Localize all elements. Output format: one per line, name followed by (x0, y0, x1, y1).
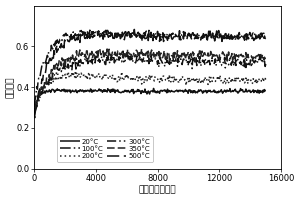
Legend: 20°C, 100°C, 200°C, 300°C, 350°C, 500°C: 20°C, 100°C, 200°C, 300°C, 350°C, 500°C (57, 136, 153, 162)
X-axis label: 循环次数（次）: 循环次数（次） (139, 185, 176, 194)
Y-axis label: 摩擦系数: 摩擦系数 (6, 76, 15, 98)
